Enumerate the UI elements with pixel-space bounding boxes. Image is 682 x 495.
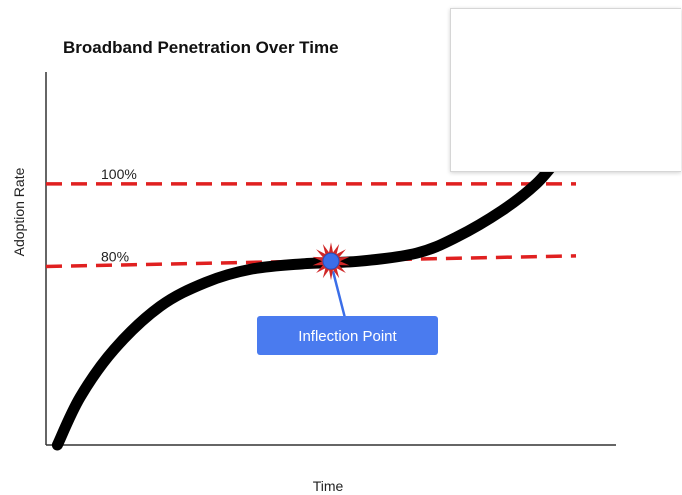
plot-area: 100% 80% Inflection Point [45,72,616,451]
x-axis-label: Time [313,478,344,494]
callout-box [257,316,438,355]
inflection-point-marker [322,252,340,270]
reference-label-0: 100% [101,166,137,182]
callout-label: Inflection Point [298,328,397,345]
blank-overlay-panel [450,8,681,172]
y-axis-label: Adoption Rate [11,167,27,256]
reference-label-1: 80% [101,248,129,264]
chart-title: Broadband Penetration Over Time [63,38,339,57]
series-line-0 [51,151,565,451]
callout-connector [331,270,347,319]
